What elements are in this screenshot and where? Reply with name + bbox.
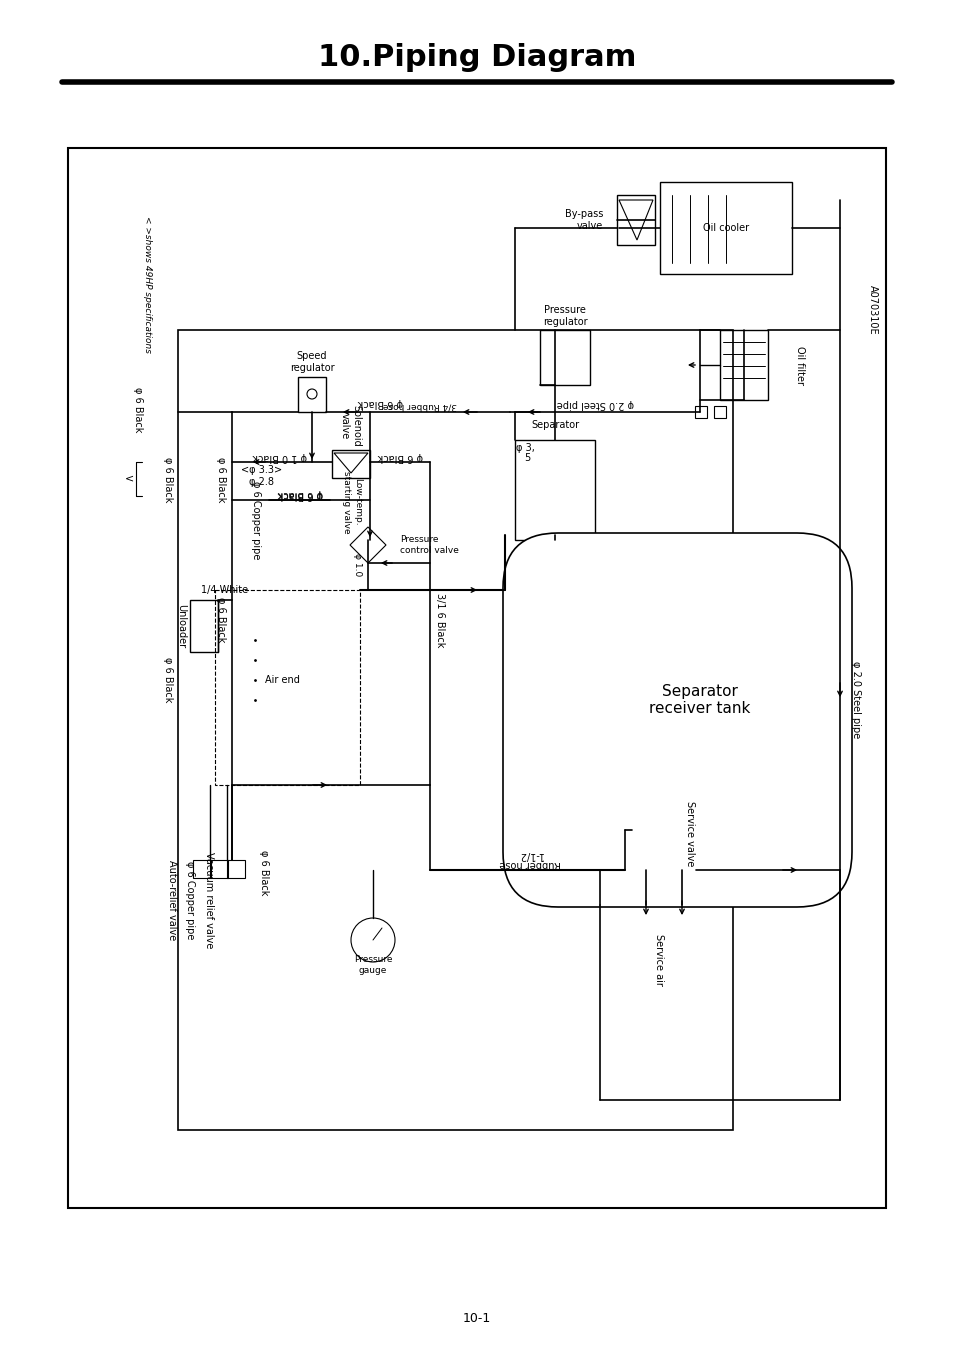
Text: Vacuum relief valve: Vacuum relief valve [204,852,213,948]
Text: Service air: Service air [654,934,663,986]
Text: Oil filter: Oil filter [794,346,804,385]
Text: φ 6 Black: φ 6 Black [215,597,226,643]
Text: 3/1 6 Black: 3/1 6 Black [435,593,444,647]
Bar [68,149,885,1208]
Text: 10.Piping Diagram: 10.Piping Diagram [317,43,636,73]
Text: Unloader: Unloader [175,604,186,648]
Bar [713,407,725,417]
Text: φ 2.0 Steel pipe: φ 2.0 Steel pipe [850,662,861,739]
Bar [227,861,245,878]
Text: φ 3,: φ 3, [515,443,534,453]
Text: Auto-relief valve: Auto-relief valve [167,859,177,940]
Text: φ 6 Black: φ 6 Black [163,658,172,703]
Bar [210,861,228,878]
Text: φ 6 Black: φ 6 Black [377,453,422,462]
Bar [178,330,732,1129]
Bar [539,330,589,385]
Text: Separator
receiver tank: Separator receiver tank [649,684,750,716]
Text: Pressure
regulator: Pressure regulator [542,305,587,327]
Bar [695,407,706,417]
Text: Pressure
gauge: Pressure gauge [354,955,392,974]
Text: φ 2.8: φ 2.8 [250,477,274,486]
Text: A070310E: A070310E [867,285,877,335]
Text: 5: 5 [523,453,530,463]
Text: Air end: Air end [264,676,299,685]
Text: Low-temp.
starting valve: Low-temp. starting valve [342,470,361,534]
Text: <: < [125,473,134,484]
Text: φ 6 Black: φ 6 Black [277,490,322,500]
Bar [631,870,659,898]
Text: φ 1 0 Black: φ 1 0 Black [253,453,307,462]
Text: 3/4 Rubber hose: 3/4 Rubber hose [382,401,456,411]
Text: Rubber hose: Rubber hose [498,859,560,869]
Bar [667,870,696,898]
Text: < >shows 49HP specifications: < >shows 49HP specifications [143,216,152,354]
Text: <φ 3.3>: <φ 3.3> [241,465,282,476]
Bar [214,590,359,785]
Bar [720,330,767,400]
Text: Pressure
control valve: Pressure control valve [399,535,458,555]
Text: 10-1: 10-1 [462,1312,491,1324]
FancyBboxPatch shape [502,534,851,907]
Text: φ 6 Copper pipe: φ 6 Copper pipe [251,481,261,559]
Bar [659,182,791,274]
Text: φ 2.0 Steel pipe: φ 2.0 Steel pipe [556,399,633,409]
Text: φ 6 Black: φ 6 Black [132,388,143,432]
Bar [332,450,370,478]
Text: By-pass
valve: By-pass valve [564,209,602,231]
Bar [617,195,655,245]
Text: Oil cooler: Oil cooler [702,223,748,232]
Text: φ 6 Copper pipe: φ 6 Copper pipe [185,861,194,939]
Text: φ 6 Black: φ 6 Black [357,399,402,408]
Bar [297,377,326,412]
Text: φ 6 Black: φ 6 Black [215,457,226,503]
Text: Solenoid
valve: Solenoid valve [340,405,361,447]
Bar [190,600,218,653]
Bar [515,440,595,540]
Text: Separator: Separator [531,420,578,430]
Text: Service valve: Service valve [684,801,695,866]
Text: 1-1/2: 1-1/2 [517,850,542,861]
Text: φ 6 Black: φ 6 Black [277,489,322,499]
Text: 1/4 White: 1/4 White [201,585,249,594]
Text: φ 6 Black: φ 6 Black [163,457,172,503]
Bar [193,861,211,878]
Text: φ 6 Black: φ 6 Black [258,850,269,896]
Text: φ 1.0: φ 1.0 [354,554,362,577]
Text: Speed
regulator: Speed regulator [290,351,334,373]
